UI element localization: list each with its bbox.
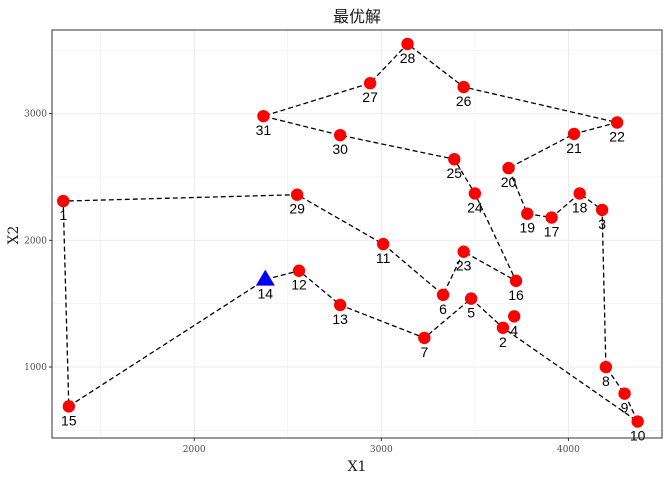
point-1 [57,194,70,208]
point-label-29: 29 [289,201,305,217]
point-label-26: 26 [456,93,472,109]
panel-border [51,29,663,439]
point-label-14: 14 [258,286,274,302]
point-10 [631,415,644,428]
point-30 [333,128,347,142]
point-7 [418,331,431,345]
point-label-8: 8 [602,373,610,389]
point-25 [448,153,461,166]
point-label-5: 5 [467,305,475,321]
point-18 [573,187,586,200]
point-label-25: 25 [447,165,463,181]
point-label-1: 1 [59,207,67,223]
y-tick-label: 1000 [24,363,47,373]
point-label-24: 24 [467,199,483,215]
point-label-19: 19 [519,220,535,236]
point-label-22: 22 [609,128,625,144]
y-tick-label: 3000 [24,110,47,120]
point-label-18: 18 [572,199,588,215]
point-8 [599,360,613,374]
point-label-20: 20 [501,174,517,190]
point-13 [333,298,347,312]
y-tick-label: 2000 [24,236,47,246]
point-labels-group: 1234567891011121315161718192021222324252… [59,50,645,444]
y-axis-title: X2 [6,226,22,245]
y-axis-ticks: 1000 2000 3000 [24,110,52,373]
point-label-9: 9 [621,400,629,416]
point-label-16: 16 [508,287,524,303]
points-group [57,37,644,428]
point-16 [509,274,523,288]
point-label-13: 13 [332,311,348,327]
point-label-15: 15 [61,412,77,428]
point-21 [567,127,581,141]
x-axis-ticks: 2000 3000 4000 [183,438,580,455]
point-label-30: 30 [332,141,348,157]
point-label-2: 2 [499,334,507,350]
point-19 [521,207,534,220]
point-label-3: 3 [598,216,606,232]
point-label-28: 28 [400,50,416,66]
point-20 [502,161,515,175]
point-9 [618,387,631,400]
point-label-6: 6 [439,301,447,317]
point-28 [401,37,414,51]
point-2 [496,321,510,334]
point-23 [457,245,470,258]
point-22 [610,116,624,129]
point-label-31: 31 [256,122,272,138]
point-4 [507,310,521,323]
point-15 [62,400,76,413]
x-tick-label: 2000 [183,445,206,455]
point-label-4: 4 [510,322,518,338]
x-tick-label: 3000 [370,445,393,455]
point-3 [595,203,609,217]
point-label-21: 21 [566,140,582,156]
x-tick-label: 4000 [557,445,580,455]
point-29 [290,188,304,201]
point-31 [257,109,270,123]
chart-title: 最优解 [333,7,381,26]
point-5 [464,292,478,305]
grid [52,30,663,438]
point-17 [545,211,558,224]
point-12 [292,264,306,277]
point-11 [376,237,390,251]
point-6 [436,288,450,302]
point-label-23: 23 [456,258,472,274]
point-label-12: 12 [291,277,307,293]
point-label-17: 17 [544,224,560,240]
point-26 [457,80,470,94]
point-label-27: 27 [362,89,378,105]
point-27 [363,77,377,90]
x-axis-title: X1 [348,459,367,475]
point-24 [468,187,482,200]
point-label-10: 10 [630,428,646,444]
point-label-11: 11 [376,250,391,266]
start-point-14 [255,269,275,286]
point-label-7: 7 [420,344,428,360]
